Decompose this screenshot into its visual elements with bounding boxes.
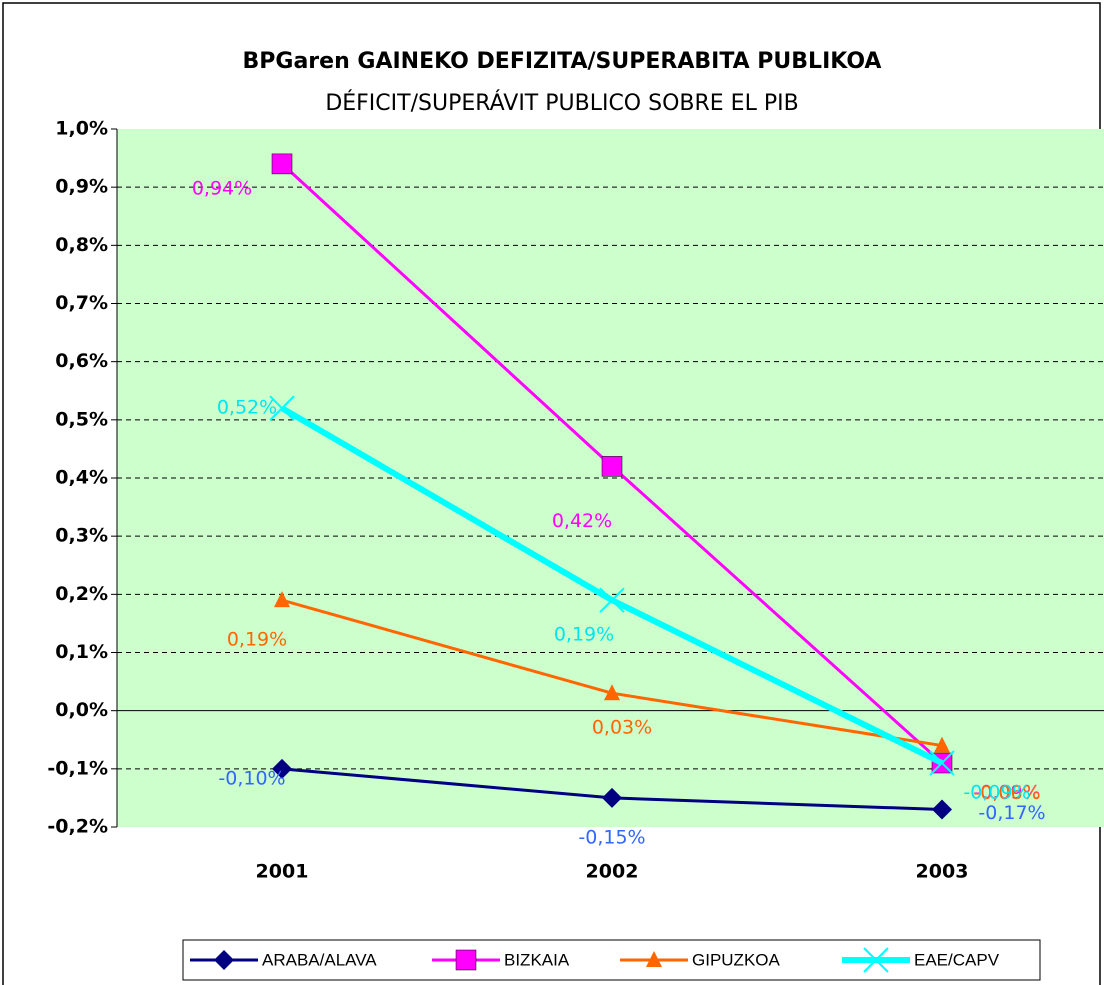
y-tick-label: 0,3% [55, 525, 108, 547]
marker [934, 736, 950, 753]
y-tick-label: 0,6% [55, 350, 108, 372]
legend-marker [863, 947, 889, 973]
y-tick-label: 0,4% [55, 467, 108, 489]
marker [929, 750, 955, 776]
y-tick-label: 0,9% [55, 176, 108, 198]
y-tick-label: 0,1% [55, 641, 108, 663]
data-label: -0,17% [978, 802, 1045, 824]
legend-label: GIPUZKOA [692, 950, 781, 969]
marker [602, 787, 622, 808]
legend-marker [646, 951, 662, 967]
y-tick-label: 0,0% [55, 699, 108, 721]
data-label: 0,19% [227, 629, 287, 651]
y-tick-label: 0,8% [55, 234, 108, 256]
marker [932, 799, 952, 820]
marker [604, 684, 620, 701]
chart-subtitle: DÉFICIT/SUPERÁVIT PUBLICO SOBRE EL PIB [325, 90, 798, 116]
chart-title: BPGaren GAINEKO DEFIZITA/SUPERABITA PUBL… [243, 49, 882, 74]
y-tick-label: 0,5% [55, 408, 108, 430]
data-label: 0,52% [217, 397, 277, 419]
legend-label: ARABA/ALAVA [262, 950, 377, 969]
x-tick-label: 2001 [256, 861, 309, 883]
marker [601, 456, 623, 477]
legend-marker [455, 949, 477, 971]
data-label: 0,19% [554, 624, 614, 646]
y-tick-label: 1,0% [55, 118, 108, 140]
data-label: -0,10% [218, 767, 285, 789]
legend-label: EAE/CAPV [914, 950, 1000, 969]
y-tick-label: -0,2% [47, 816, 108, 838]
x-tick-label: 2002 [586, 861, 639, 883]
data-label: -0,09% [973, 782, 1040, 804]
y-tick-label: 0,2% [55, 583, 108, 605]
data-label: -0,06% [973, 782, 1040, 804]
y-tick-label: 0,7% [55, 292, 108, 314]
data-label: 0,94% [192, 177, 252, 199]
legend-marker [214, 950, 234, 970]
y-tick-label: -0,1% [47, 757, 108, 779]
marker [274, 591, 290, 608]
data-label: 0,42% [552, 510, 612, 532]
x-tick-label: 2003 [916, 861, 969, 883]
marker [269, 395, 295, 421]
marker [599, 587, 625, 613]
legend-label: BIZKAIA [504, 950, 570, 969]
marker [271, 153, 293, 175]
data-label: -0,15% [578, 826, 645, 848]
data-label: 0,03% [592, 717, 652, 739]
legend: ARABA/ALAVA BIZKAIA GIPUZKOA EAE/CAPV [182, 939, 1041, 981]
data-label: -0,09% [963, 782, 1030, 804]
marker [272, 758, 292, 779]
